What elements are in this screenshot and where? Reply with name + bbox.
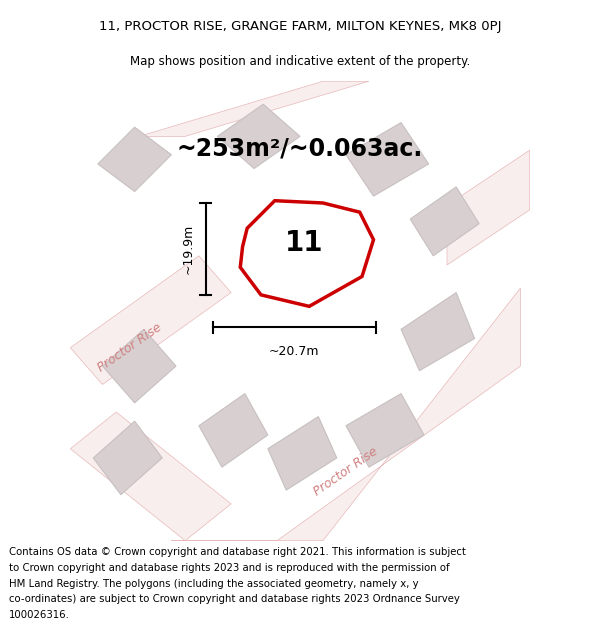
Polygon shape <box>240 201 373 306</box>
Text: to Crown copyright and database rights 2023 and is reproduced with the permissio: to Crown copyright and database rights 2… <box>9 563 449 573</box>
Polygon shape <box>70 412 231 541</box>
Text: HM Land Registry. The polygons (including the associated geometry, namely x, y: HM Land Registry. The polygons (includin… <box>9 579 419 589</box>
Polygon shape <box>70 256 231 384</box>
Text: Contains OS data © Crown copyright and database right 2021. This information is : Contains OS data © Crown copyright and d… <box>9 548 466 558</box>
Polygon shape <box>410 187 479 256</box>
Text: ~20.7m: ~20.7m <box>269 346 320 358</box>
Polygon shape <box>268 417 337 490</box>
Polygon shape <box>98 127 172 191</box>
Text: 11: 11 <box>284 229 323 257</box>
Polygon shape <box>172 288 521 541</box>
Polygon shape <box>346 394 424 467</box>
Text: 100026316.: 100026316. <box>9 610 70 620</box>
Text: Map shows position and indicative extent of the property.: Map shows position and indicative extent… <box>130 55 470 68</box>
Text: co-ordinates) are subject to Crown copyright and database rights 2023 Ordnance S: co-ordinates) are subject to Crown copyr… <box>9 594 460 604</box>
Text: 11, PROCTOR RISE, GRANGE FARM, MILTON KEYNES, MK8 0PJ: 11, PROCTOR RISE, GRANGE FARM, MILTON KE… <box>99 20 501 33</box>
Polygon shape <box>401 292 475 371</box>
Polygon shape <box>346 122 428 196</box>
Polygon shape <box>447 150 530 265</box>
Polygon shape <box>93 421 162 495</box>
Text: Proctor Rise: Proctor Rise <box>311 445 380 499</box>
Text: Proctor Rise: Proctor Rise <box>95 321 164 374</box>
Polygon shape <box>103 329 176 402</box>
Text: ~253m²/~0.063ac.: ~253m²/~0.063ac. <box>177 136 423 161</box>
Polygon shape <box>139 81 369 136</box>
Polygon shape <box>199 394 268 467</box>
Text: ~19.9m: ~19.9m <box>181 224 194 274</box>
Polygon shape <box>217 104 300 169</box>
